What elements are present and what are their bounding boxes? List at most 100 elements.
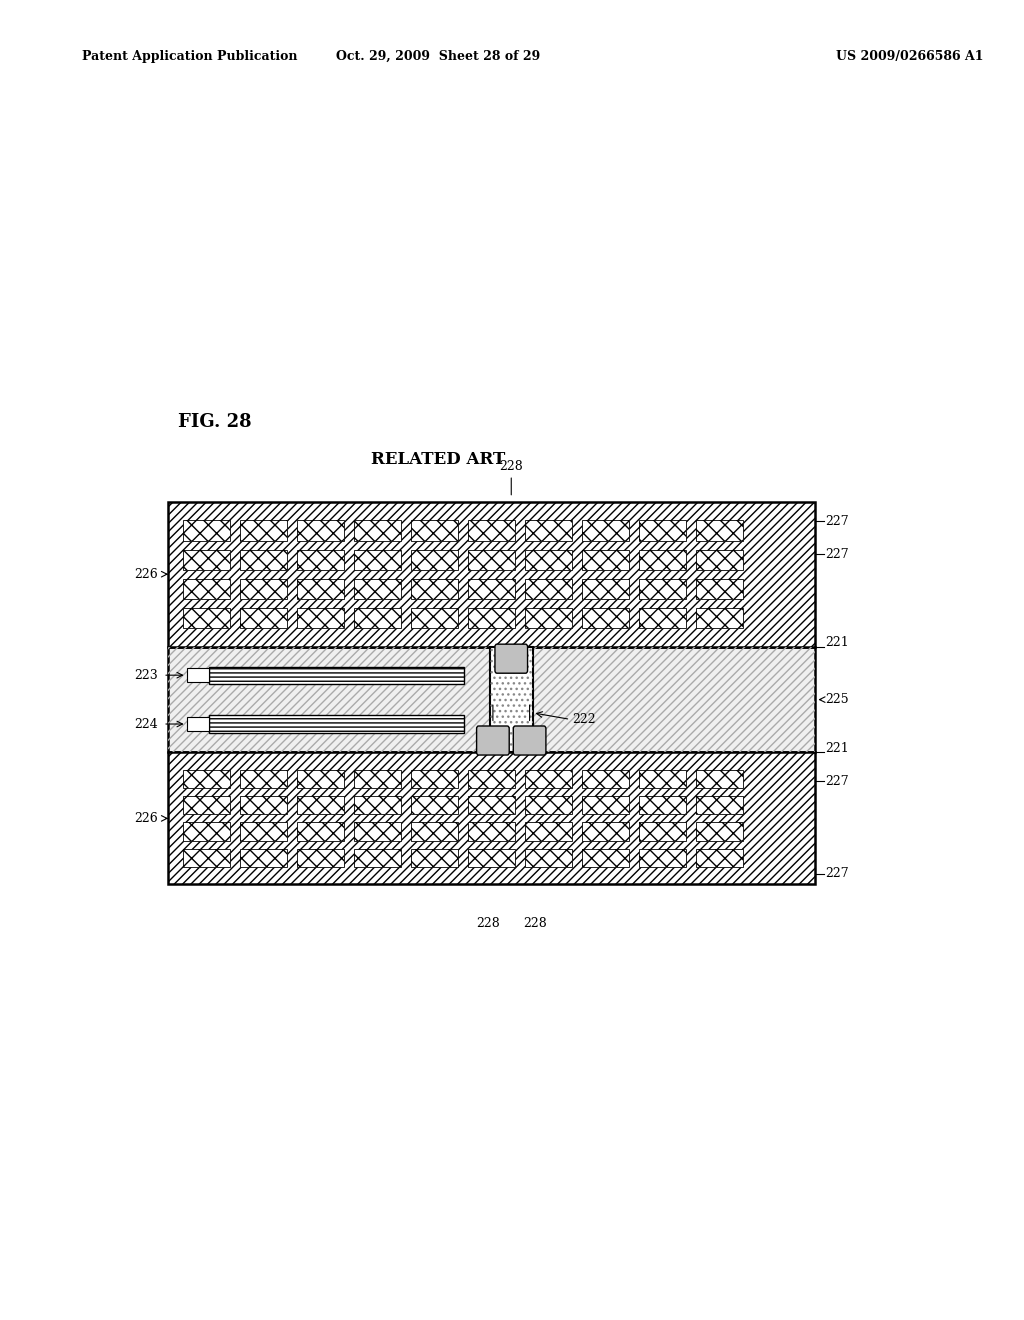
Bar [583,578,630,599]
Bar [354,849,401,867]
Bar [297,520,344,541]
Bar [168,752,815,884]
Bar [354,607,401,628]
Bar [525,607,572,628]
Text: 224: 224 [134,718,158,730]
Bar [168,647,815,752]
Bar [525,520,572,541]
Bar [583,607,630,628]
Bar [489,647,532,752]
Bar [354,796,401,814]
Bar [696,578,743,599]
Bar [297,770,344,788]
Bar [183,578,230,599]
Bar [696,770,743,788]
Text: 225: 225 [825,693,849,706]
Bar [525,849,572,867]
Bar [354,549,401,570]
Bar [241,822,288,841]
Bar [354,796,401,814]
Bar [241,578,288,599]
Bar [412,520,459,541]
Bar [209,667,464,684]
Text: Oct. 29, 2009  Sheet 28 of 29: Oct. 29, 2009 Sheet 28 of 29 [336,50,541,63]
Bar [412,849,459,867]
Bar [297,578,344,599]
Bar [583,607,630,628]
Bar [525,822,572,841]
Bar [183,549,230,570]
Text: 222: 222 [572,713,596,726]
Bar [696,770,743,788]
Bar [583,549,630,570]
Bar [583,822,630,841]
Bar [412,796,459,814]
Bar [354,520,401,541]
Bar [639,770,686,788]
Bar [297,607,344,628]
Bar [241,607,288,628]
Bar [468,607,515,628]
Bar [525,578,572,599]
Text: FIG. 28: FIG. 28 [178,413,252,432]
Bar [186,668,209,682]
Bar [468,849,515,867]
Bar [183,578,230,599]
Bar [412,770,459,788]
Bar [297,520,344,541]
Bar [583,822,630,841]
Bar [183,549,230,570]
Bar [696,822,743,841]
Text: 227: 227 [825,548,849,561]
Bar [241,549,288,570]
Bar [583,849,630,867]
Bar [354,578,401,599]
Bar [468,520,515,541]
Bar [489,647,532,752]
Bar [241,549,288,570]
FancyBboxPatch shape [495,644,527,673]
Text: 223: 223 [134,669,158,681]
Bar [297,549,344,570]
Bar [241,849,288,867]
Bar [468,796,515,814]
Bar [183,520,230,541]
Bar [183,796,230,814]
Bar [241,770,288,788]
Bar [209,715,464,733]
Bar [241,578,288,599]
Bar [468,796,515,814]
Bar [183,770,230,788]
Bar [297,607,344,628]
Bar [183,607,230,628]
Bar [525,770,572,788]
Bar [412,607,459,628]
Bar [583,796,630,814]
Text: Patent Application Publication: Patent Application Publication [82,50,297,63]
Bar [639,822,686,841]
Bar [525,520,572,541]
Bar [639,520,686,541]
Bar [583,849,630,867]
Bar [583,549,630,570]
Bar [468,578,515,599]
Bar [639,520,686,541]
Bar [168,752,815,884]
Bar [354,549,401,570]
Text: 227: 227 [825,775,849,788]
Bar [412,578,459,599]
Bar [241,770,288,788]
Bar [241,796,288,814]
Bar [297,849,344,867]
Bar [412,796,459,814]
Bar [354,607,401,628]
Bar [241,520,288,541]
Bar [696,578,743,599]
Bar [168,502,815,647]
Bar [639,549,686,570]
Bar [297,578,344,599]
Bar [168,502,815,647]
Text: RELATED ART: RELATED ART [371,451,506,467]
Bar [354,770,401,788]
Bar [696,520,743,541]
